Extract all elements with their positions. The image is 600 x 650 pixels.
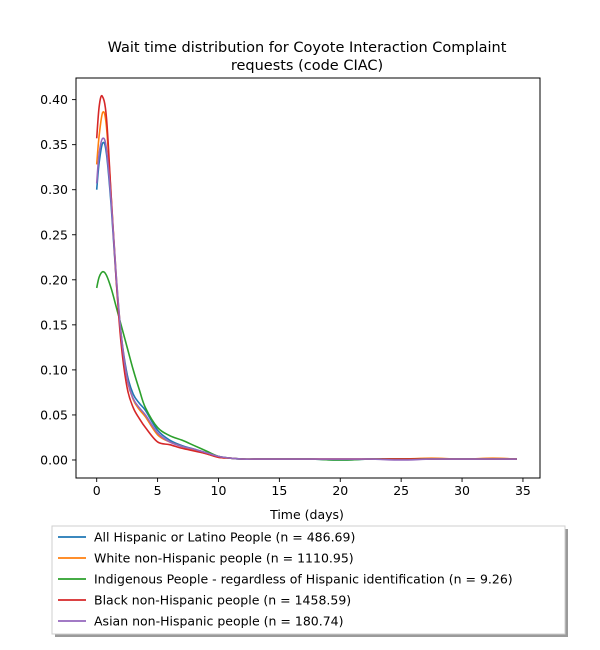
y-tick-label: 0.35 <box>40 137 68 152</box>
y-tick-label: 0.10 <box>40 362 68 377</box>
legend-frame <box>51 525 566 635</box>
x-tick-label: 10 <box>211 483 227 498</box>
legend-label-3: Black non-Hispanic people (n = 1458.59) <box>94 593 351 608</box>
legend-label-0: All Hispanic or Latino People (n = 486.6… <box>94 530 355 545</box>
legend: All Hispanic or Latino People (n = 486.6… <box>51 525 568 637</box>
plot-area-frame <box>75 77 541 479</box>
legend-label-1: White non-Hispanic people (n = 1110.95) <box>94 551 354 566</box>
series-line-4 <box>95 137 517 461</box>
y-tick-label: 0.25 <box>40 227 68 242</box>
y-tick-label: 0.00 <box>40 452 68 467</box>
y-tick-label: 0.20 <box>40 272 68 287</box>
x-tick-label: 25 <box>393 483 409 498</box>
series-layer <box>95 94 517 461</box>
y-tick-label: 0.30 <box>40 182 68 197</box>
x-tick-label: 5 <box>154 483 162 498</box>
ticks-layer: 0 5 10 15 20 25 30 35 0.00 0.05 0.10 0.15 0.20 0.25 0.… <box>40 92 531 498</box>
chart-title-line1: Wait time distribution for Coyote Intera… <box>108 40 507 56</box>
y-tick-label: 0.40 <box>40 92 68 107</box>
x-axis-label: Time (days) <box>269 507 344 522</box>
x-tick-label: 30 <box>454 483 470 498</box>
legend-label-2: Indigenous People - regardless of Hispan… <box>94 572 513 587</box>
x-tick-label: 20 <box>332 483 348 498</box>
x-tick-label: 0 <box>93 483 101 498</box>
series-line-3 <box>95 94 517 460</box>
y-tick-label: 0.05 <box>40 407 68 422</box>
x-tick-label: 35 <box>515 483 531 498</box>
series-line-1 <box>95 111 517 460</box>
x-tick-label: 15 <box>271 483 287 498</box>
legend-label-4: Asian non-Hispanic people (n = 180.74) <box>94 614 344 629</box>
chart-title-line2: requests (code CIAC) <box>231 58 383 74</box>
series-line-0 <box>95 141 517 461</box>
y-tick-label: 0.15 <box>40 317 68 332</box>
